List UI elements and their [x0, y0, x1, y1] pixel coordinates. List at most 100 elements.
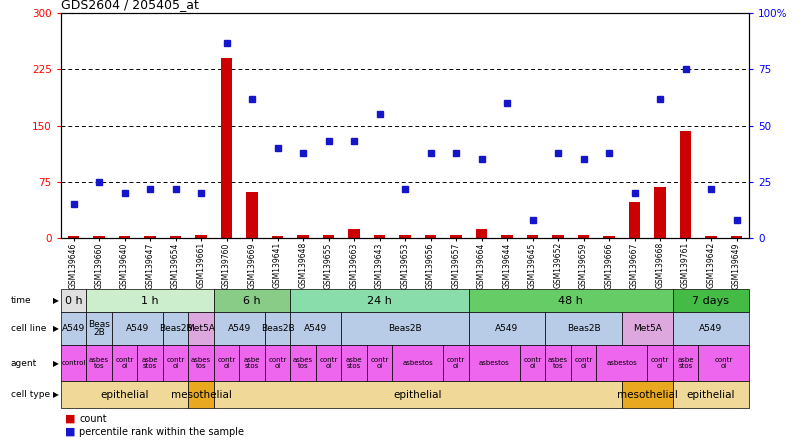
Bar [571, 345, 596, 381]
Bar [61, 345, 86, 381]
Text: 7 days: 7 days [693, 296, 730, 305]
Text: mesothelial: mesothelial [171, 390, 232, 400]
Text: ▶: ▶ [53, 324, 58, 333]
Text: ▶: ▶ [53, 390, 58, 399]
Bar [214, 312, 265, 345]
Bar [706, 236, 717, 238]
Text: time: time [11, 296, 31, 305]
Text: contr
ol: contr ol [268, 357, 287, 369]
Text: contr
ol: contr ol [574, 357, 593, 369]
Bar [188, 312, 214, 345]
Bar [61, 312, 86, 345]
Bar [214, 345, 239, 381]
Bar [137, 345, 163, 381]
Bar [61, 381, 188, 408]
Bar [469, 345, 520, 381]
Bar [341, 345, 367, 381]
Text: asbes
tos: asbes tos [548, 357, 568, 369]
Text: contr
ol: contr ol [523, 357, 542, 369]
Bar [596, 345, 647, 381]
Bar [392, 345, 443, 381]
Bar [272, 236, 284, 238]
Bar [239, 345, 265, 381]
Text: asbes
tos: asbes tos [89, 357, 109, 369]
Bar [673, 312, 749, 345]
Bar [188, 381, 214, 408]
Text: A549: A549 [304, 324, 327, 333]
Text: contr
ol: contr ol [217, 357, 236, 369]
Text: asbes
tos: asbes tos [293, 357, 313, 369]
Text: Met5A: Met5A [633, 324, 662, 333]
Bar [246, 191, 258, 238]
Bar [578, 235, 589, 238]
Bar [647, 345, 673, 381]
Bar [501, 235, 513, 238]
Bar [450, 235, 462, 238]
Bar [214, 289, 290, 312]
Text: control: control [62, 360, 86, 366]
Bar [86, 312, 112, 345]
Text: asbe
stos: asbe stos [677, 357, 693, 369]
Bar [265, 312, 290, 345]
Text: ▶: ▶ [53, 296, 58, 305]
Text: contr
ol: contr ol [447, 357, 465, 369]
Text: A549: A549 [699, 324, 723, 333]
Bar [290, 345, 316, 381]
Text: asbe
stos: asbe stos [142, 357, 158, 369]
Text: agent: agent [11, 359, 36, 368]
Bar [290, 289, 469, 312]
Text: contr
ol: contr ol [166, 357, 185, 369]
Text: 48 h: 48 h [558, 296, 583, 305]
Bar [552, 235, 564, 238]
Bar [316, 345, 341, 381]
Text: epithelial: epithelial [687, 390, 735, 400]
Text: epithelial: epithelial [100, 390, 149, 400]
Bar [698, 345, 749, 381]
Bar [68, 236, 79, 238]
Text: A549: A549 [496, 324, 518, 333]
Bar [545, 312, 622, 345]
Text: contr
ol: contr ol [370, 357, 389, 369]
Text: epithelial: epithelial [394, 390, 442, 400]
Bar [731, 236, 742, 238]
Text: contr
ol: contr ol [319, 357, 338, 369]
Text: 24 h: 24 h [367, 296, 392, 305]
Text: asbes
tos: asbes tos [191, 357, 211, 369]
Bar [297, 235, 309, 238]
Text: 1 h: 1 h [141, 296, 159, 305]
Bar [443, 345, 469, 381]
Bar [195, 235, 207, 238]
Bar [119, 237, 130, 238]
Text: Beas2B: Beas2B [261, 324, 294, 333]
Bar [112, 312, 163, 345]
Text: asbe
stos: asbe stos [244, 357, 260, 369]
Text: GDS2604 / 205405_at: GDS2604 / 205405_at [61, 0, 198, 11]
Bar [93, 237, 104, 238]
Bar [673, 345, 698, 381]
Bar [526, 235, 538, 238]
Text: 0 h: 0 h [65, 296, 83, 305]
Bar [188, 345, 214, 381]
Text: contr
ol: contr ol [115, 357, 134, 369]
Text: A549: A549 [126, 324, 149, 333]
Bar [163, 312, 188, 345]
Text: asbestos: asbestos [607, 360, 637, 366]
Bar [163, 345, 188, 381]
Bar [603, 236, 615, 238]
Text: 6 h: 6 h [243, 296, 261, 305]
Text: Beas2B: Beas2B [159, 324, 192, 333]
Bar [475, 229, 488, 238]
Bar [214, 381, 622, 408]
Text: ■: ■ [65, 427, 75, 436]
Text: asbe
stos: asbe stos [346, 357, 362, 369]
Text: Beas
2B: Beas 2B [88, 320, 110, 337]
Bar [469, 312, 545, 345]
Bar [673, 289, 749, 312]
Text: asbestos: asbestos [479, 360, 509, 366]
Bar [469, 289, 673, 312]
Bar [545, 345, 571, 381]
Bar [341, 312, 469, 345]
Bar [322, 235, 335, 238]
Text: Met5A: Met5A [186, 324, 215, 333]
Text: count: count [79, 414, 107, 424]
